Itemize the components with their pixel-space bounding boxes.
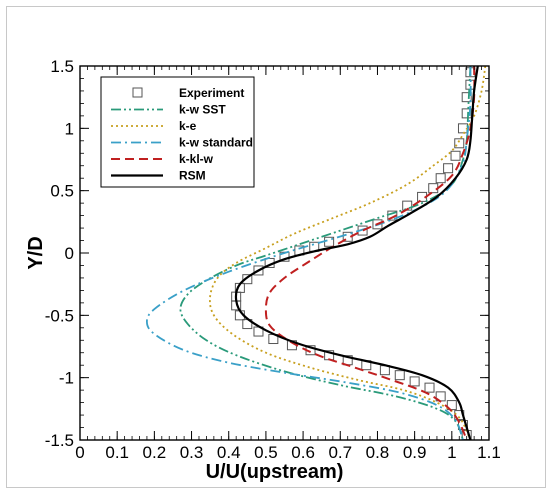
tick-labels: 0 0.1 0.2 0.3 0.4 0.5 0.6 0.7 0.8 0.9 1 1.1 -1.5 -1 -0… (45, 57, 501, 462)
y-tick-label: -0.5 (45, 306, 74, 325)
y-tick-label: -1 (59, 369, 74, 388)
y-tick-label: 0 (65, 244, 74, 263)
x-tick-label: 0 (75, 443, 84, 462)
y-tick-label: 0.5 (50, 182, 74, 201)
x-axis-title: U/U(upstream) (206, 461, 344, 483)
experiment-marker (443, 163, 454, 174)
x-tick-label: 0.5 (254, 443, 278, 462)
legend-swatch-experiment (132, 87, 143, 98)
series-layer (146, 66, 487, 440)
x-tick-label: 1.1 (477, 443, 501, 462)
figure-frame (6, 6, 546, 488)
y-tick-label: -1.5 (45, 431, 74, 450)
legend-label-experiment: Experiment (179, 86, 244, 100)
x-tick-label: 0.9 (403, 443, 427, 462)
legend-label-k-w-standard: k-w standard (179, 136, 253, 150)
x-tick-label: 0.2 (143, 443, 167, 462)
x-tick-label: 0.3 (180, 443, 204, 462)
experiment-marker (424, 382, 435, 393)
x-tick-label: 0.7 (328, 443, 352, 462)
experiment-marker (461, 108, 472, 119)
x-tick-label: 0.1 (105, 443, 129, 462)
x-tick-label: 0.6 (291, 443, 315, 462)
legend-label-rsm: RSM (179, 169, 206, 183)
legend: Experiment k-w SST k-e k-w standard k-kl-w RS… (100, 76, 255, 188)
experiment-marker (253, 265, 264, 276)
experiment-marker (242, 274, 253, 285)
series-line-k-kl-w (264, 66, 476, 440)
y-axis-title: Y/D (25, 236, 47, 269)
legend-label-k-w-sst: k-w SST (179, 103, 226, 117)
x-tick-label: 0.8 (366, 443, 390, 462)
legend-label-k-e: k-e (179, 119, 197, 133)
experiment-marker (394, 370, 405, 381)
x-tick-label: 0.4 (217, 443, 241, 462)
experiment-marker (454, 138, 465, 149)
axes-layer (79, 65, 490, 441)
experiment-marker (450, 150, 461, 161)
experiment-marker (461, 92, 472, 103)
experiment-marker (409, 376, 420, 387)
y-tick-label: 1.5 (50, 57, 74, 76)
x-tick-label: 1 (447, 443, 456, 462)
experiment-marker (446, 400, 457, 411)
series-line-rsm (234, 66, 479, 440)
experiment-marker (372, 219, 383, 230)
y-tick-label: 1 (65, 119, 74, 138)
legend-label-k-kl-w: k-kl-w (179, 152, 214, 166)
legend-box (100, 76, 255, 188)
series-line-k-w-standard (146, 66, 472, 440)
experiment-marker (435, 173, 446, 184)
series-line-k-e (209, 66, 487, 440)
